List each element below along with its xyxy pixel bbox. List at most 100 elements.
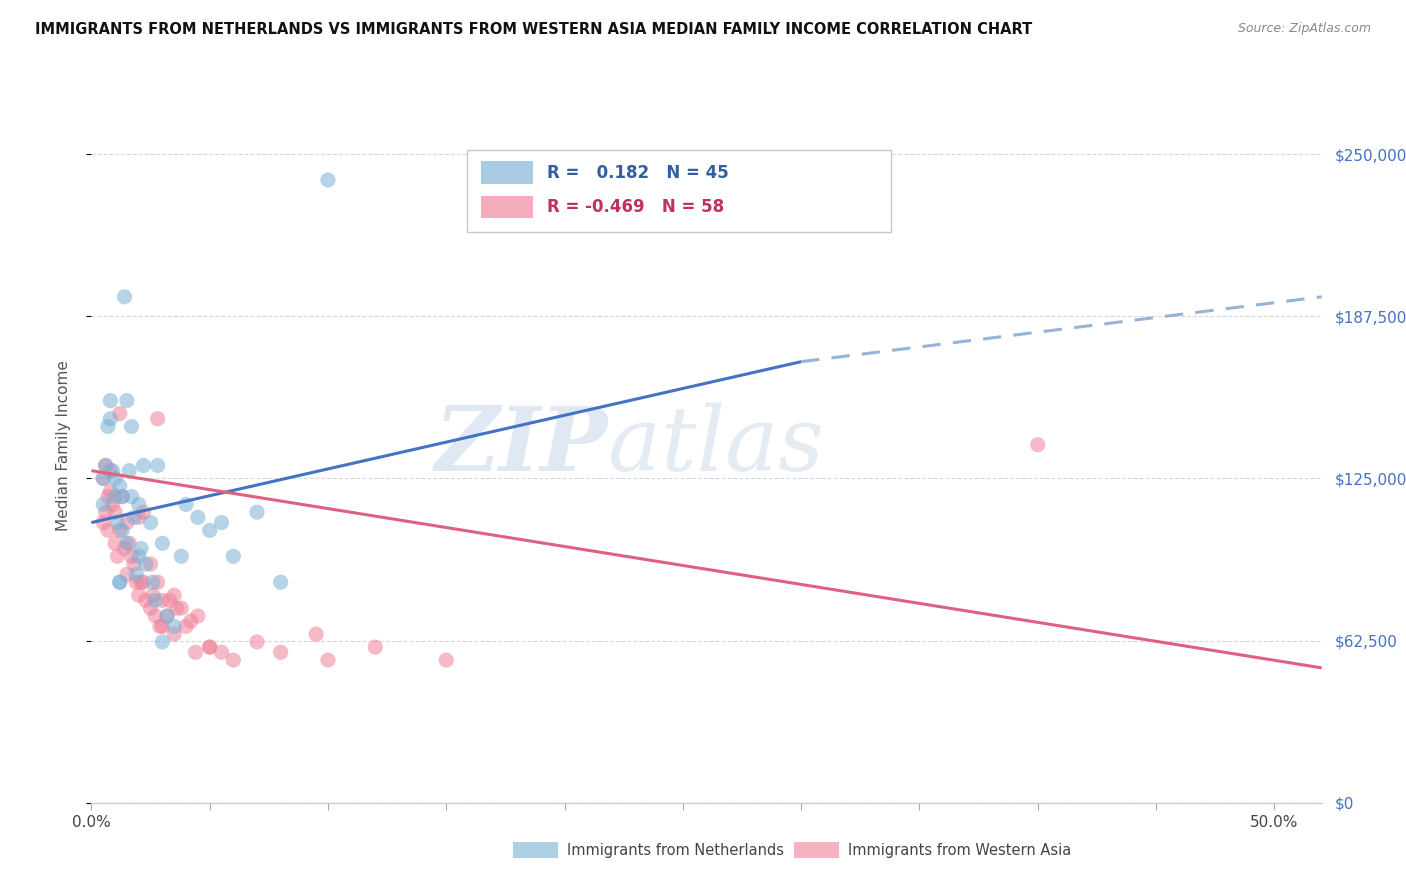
FancyBboxPatch shape: [467, 150, 891, 232]
Point: [270, 575, 292, 590]
Point: [150, 536, 173, 550]
Point: [163, 619, 186, 633]
Point: [156, 609, 179, 624]
Text: Source: ZipAtlas.com: Source: ZipAtlas.com: [1237, 22, 1371, 36]
Point: [163, 627, 186, 641]
Point: [150, 619, 173, 633]
Point: [198, 640, 221, 654]
Point: [118, 464, 141, 478]
Point: [94, 458, 117, 473]
Point: [170, 549, 193, 564]
Point: [108, 524, 131, 538]
Point: [129, 575, 152, 590]
Point: [142, 588, 165, 602]
Point: [115, 567, 138, 582]
Point: [91, 497, 114, 511]
Point: [139, 557, 162, 571]
Point: [184, 645, 207, 659]
Text: ZIP: ZIP: [434, 403, 607, 489]
Point: [146, 458, 169, 473]
Point: [104, 536, 127, 550]
Text: atlas: atlas: [607, 402, 824, 490]
Point: [187, 609, 209, 624]
Point: [146, 575, 169, 590]
Point: [170, 601, 193, 615]
Point: [316, 653, 339, 667]
Point: [94, 505, 117, 519]
Text: IMMIGRANTS FROM NETHERLANDS VS IMMIGRANTS FROM WESTERN ASIA MEDIAN FAMILY INCOME: IMMIGRANTS FROM NETHERLANDS VS IMMIGRANT…: [35, 22, 1032, 37]
Point: [101, 497, 124, 511]
Point: [129, 541, 152, 556]
Text: R =   0.182   N = 45: R = 0.182 N = 45: [547, 164, 728, 182]
Point: [150, 593, 173, 607]
Point: [166, 601, 188, 615]
Point: [211, 516, 233, 530]
Point: [364, 640, 387, 654]
Bar: [481, 195, 533, 219]
Point: [121, 490, 143, 504]
Point: [222, 549, 245, 564]
Y-axis label: Median Family Income: Median Family Income: [56, 360, 70, 532]
Point: [104, 490, 127, 504]
Point: [174, 497, 197, 511]
Point: [139, 516, 162, 530]
Point: [107, 549, 129, 564]
Text: Immigrants from Western Asia: Immigrants from Western Asia: [848, 843, 1071, 857]
Point: [132, 505, 155, 519]
Point: [108, 407, 131, 421]
Point: [146, 411, 169, 425]
Bar: [481, 161, 533, 184]
Point: [434, 653, 457, 667]
Point: [128, 497, 150, 511]
Point: [198, 524, 221, 538]
Point: [98, 411, 121, 425]
Point: [305, 627, 328, 641]
Point: [94, 458, 117, 473]
Point: [132, 458, 155, 473]
Point: [156, 609, 179, 624]
Point: [128, 588, 150, 602]
Point: [101, 464, 124, 478]
Point: [246, 505, 269, 519]
Point: [246, 635, 269, 649]
Point: [122, 557, 145, 571]
Point: [104, 505, 127, 519]
Point: [111, 524, 134, 538]
Point: [187, 510, 209, 524]
Point: [91, 516, 114, 530]
Point: [180, 614, 202, 628]
Point: [122, 510, 145, 524]
Point: [270, 645, 292, 659]
Point: [118, 536, 141, 550]
Point: [150, 635, 173, 649]
Point: [115, 393, 138, 408]
Point: [128, 549, 150, 564]
Point: [107, 516, 129, 530]
Point: [198, 640, 221, 654]
Point: [115, 536, 138, 550]
Point: [98, 393, 121, 408]
Point: [143, 593, 166, 607]
Point: [159, 593, 181, 607]
Point: [108, 575, 131, 590]
Point: [98, 484, 121, 499]
Point: [316, 173, 339, 187]
Point: [139, 601, 162, 615]
Point: [91, 471, 114, 485]
Point: [135, 557, 157, 571]
Point: [97, 419, 120, 434]
Point: [128, 510, 150, 524]
Point: [163, 588, 186, 602]
Point: [111, 490, 134, 504]
Point: [108, 575, 131, 590]
Point: [211, 645, 233, 659]
Point: [121, 419, 143, 434]
Point: [104, 471, 127, 485]
Point: [143, 609, 166, 624]
Text: Immigrants from Netherlands: Immigrants from Netherlands: [567, 843, 783, 857]
Point: [91, 471, 114, 485]
Point: [114, 290, 136, 304]
Point: [135, 593, 157, 607]
Point: [125, 567, 148, 582]
Text: R = -0.469   N = 58: R = -0.469 N = 58: [547, 198, 724, 216]
